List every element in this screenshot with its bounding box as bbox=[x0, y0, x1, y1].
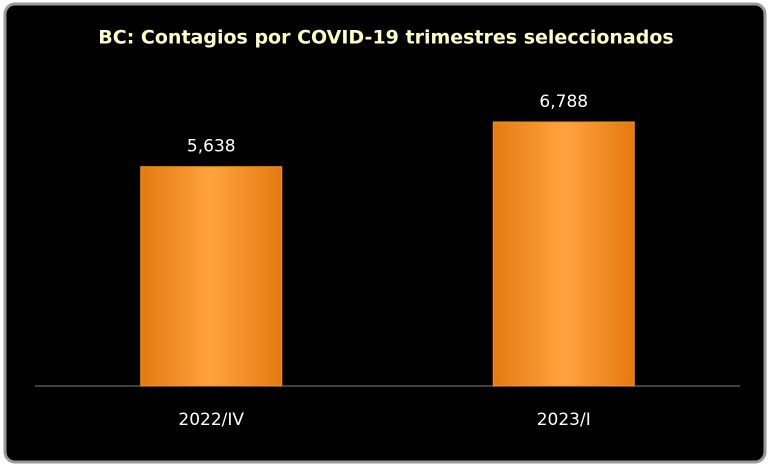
value-label: 6,788 bbox=[539, 92, 588, 112]
bar bbox=[492, 121, 635, 387]
bar bbox=[140, 166, 283, 387]
value-label: 5,638 bbox=[187, 137, 236, 157]
chart-title: BC: Contagios por COVID-19 trimestres se… bbox=[98, 27, 673, 49]
chart-background bbox=[3, 2, 767, 464]
x-tick-label: 2023/I bbox=[537, 410, 591, 430]
x-tick-label: 2022/IV bbox=[178, 410, 244, 430]
